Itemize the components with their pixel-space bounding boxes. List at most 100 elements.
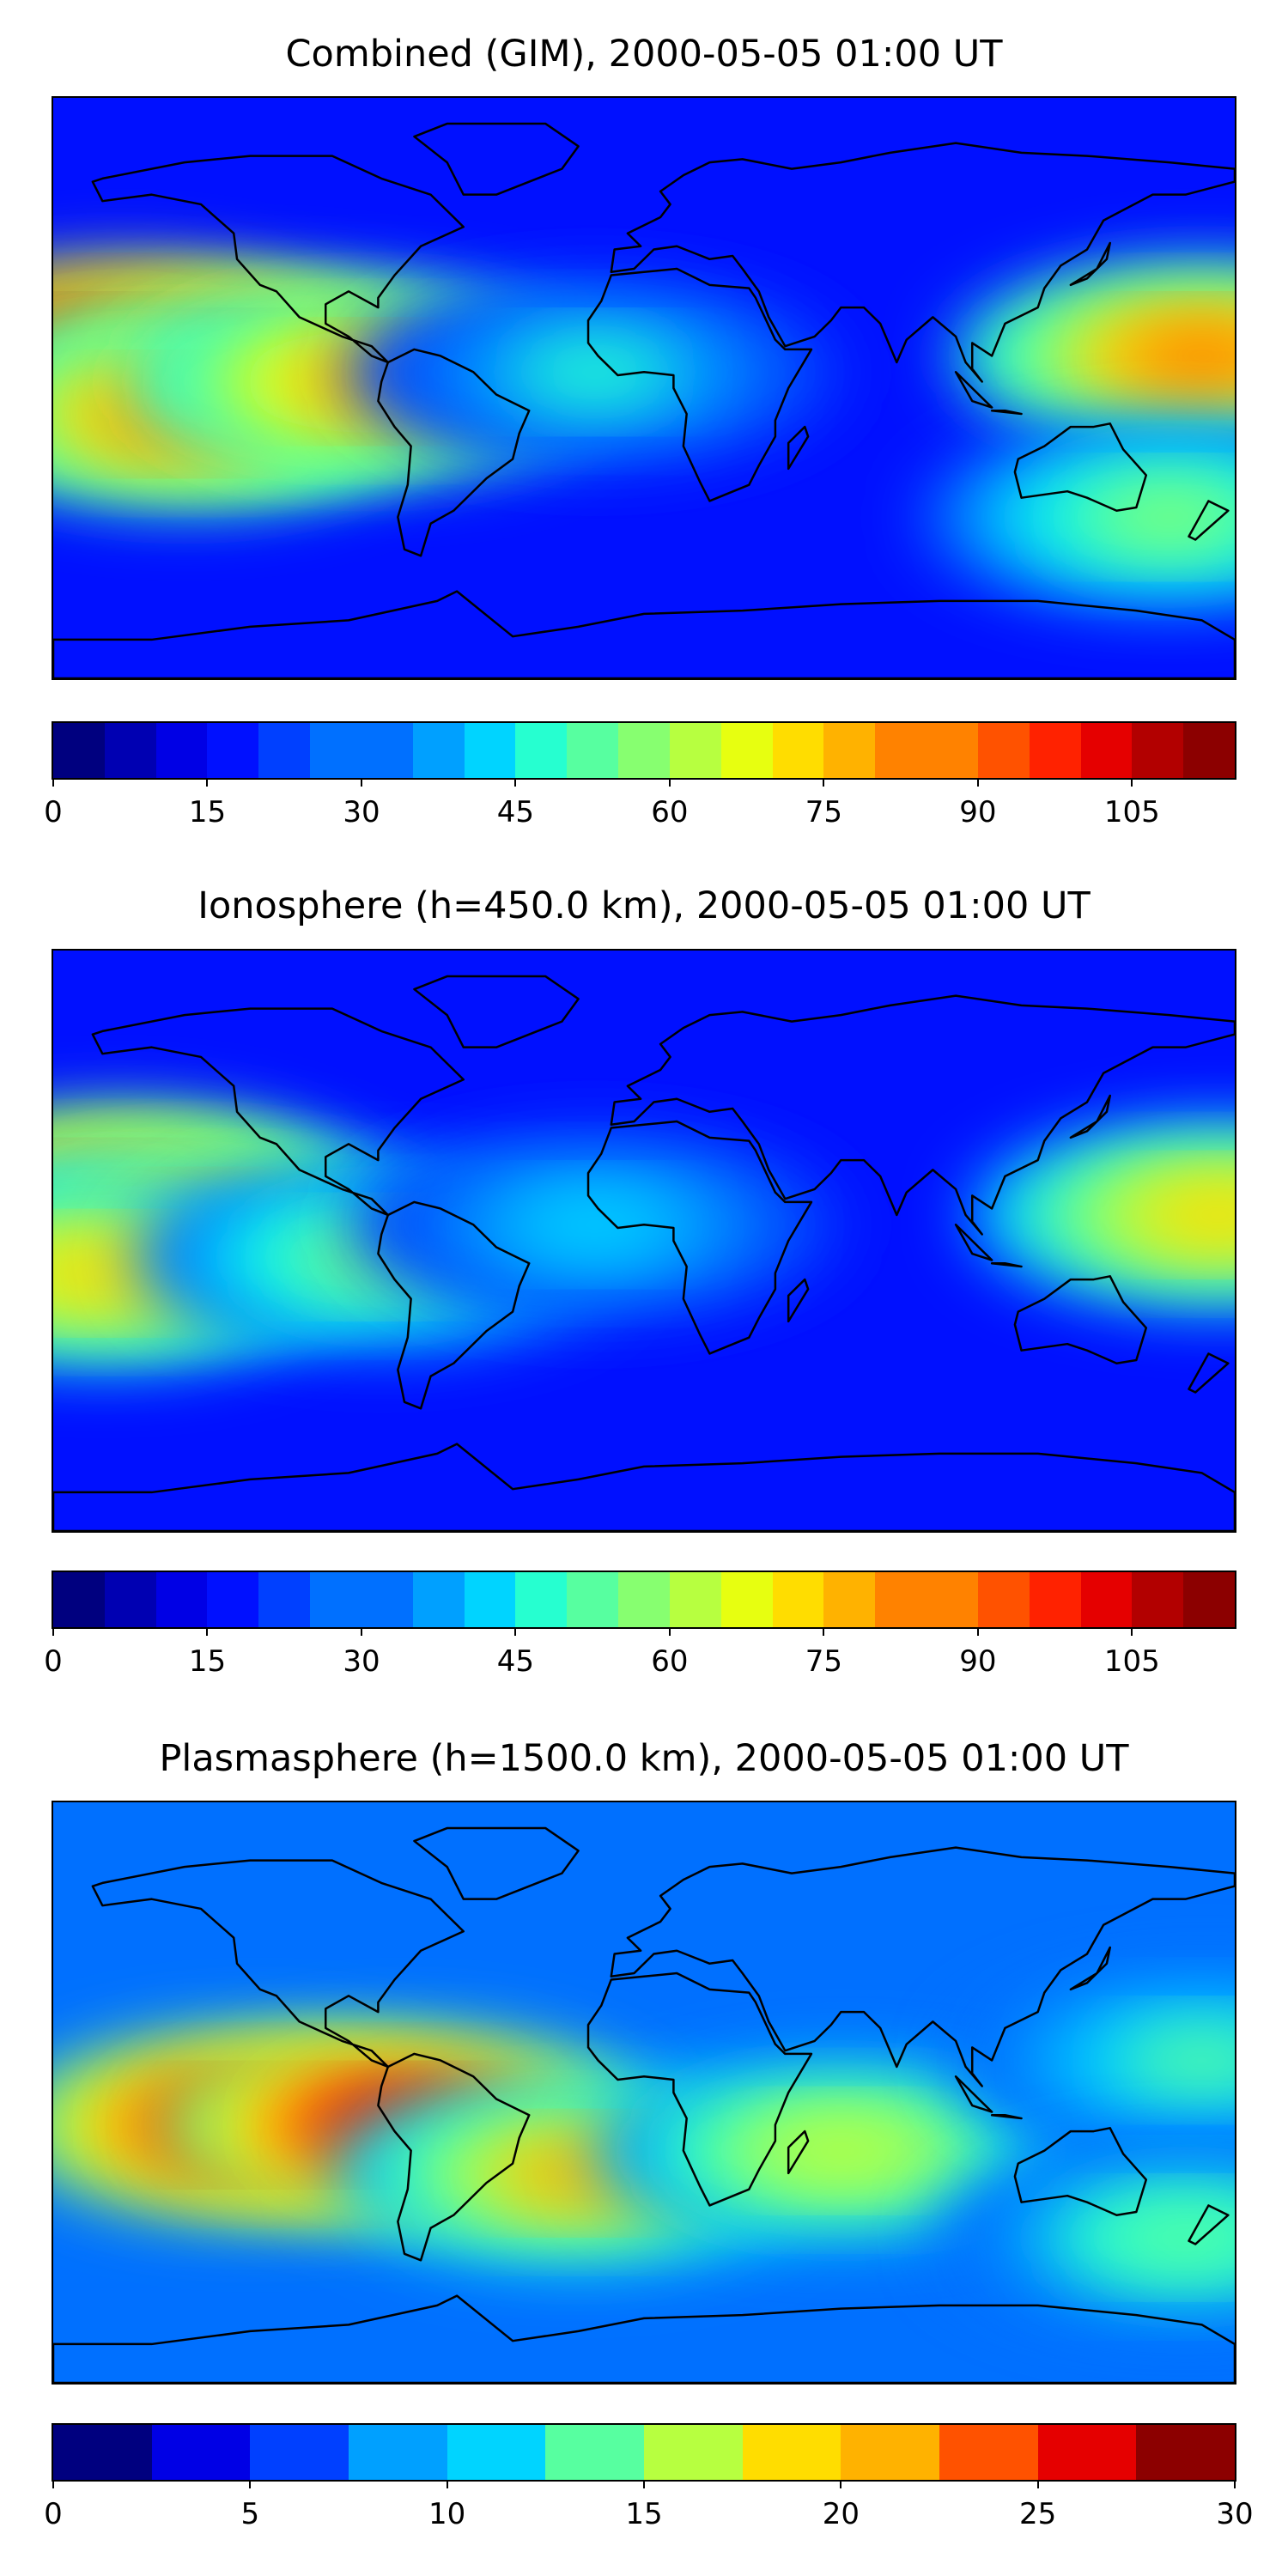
colorbar-tick-label: 0 <box>44 2497 63 2531</box>
colorbar-segment <box>53 723 105 778</box>
colorbar-segment <box>772 723 824 778</box>
colorbar-tick <box>976 778 979 787</box>
colorbar <box>52 721 1236 780</box>
coastline <box>586 1120 813 1355</box>
colorbar-segment <box>258 723 311 778</box>
coastline <box>413 975 580 1048</box>
tec-feature-africa-west <box>513 339 677 404</box>
colorbar-tick <box>514 1627 517 1636</box>
colorbar-segment <box>567 1572 619 1627</box>
coastline <box>1013 1275 1148 1364</box>
colorbar-tick-label: 5 <box>240 2497 260 2531</box>
map-svg <box>53 1802 1235 2383</box>
colorbar-tick-label: 60 <box>651 1644 689 1679</box>
colorbar-tick <box>446 2480 448 2488</box>
colorbar-tick-label: 75 <box>805 795 843 829</box>
colorbar-tick-label: 0 <box>44 795 63 829</box>
coastline <box>1069 241 1112 287</box>
coastline <box>990 2114 1023 2120</box>
colorbar-segment <box>361 1572 413 1627</box>
coastline <box>377 2052 531 2262</box>
colorbar-segment <box>841 2425 940 2480</box>
coastline <box>1188 1352 1230 1394</box>
colorbar-ticks: 0 15 30 45 60 75 90 105 <box>44 1627 1236 1679</box>
coastline <box>91 1007 465 1217</box>
colorbar-segment <box>1132 723 1184 778</box>
tec-feature-west-pacific <box>1120 323 1235 388</box>
coastline <box>610 142 1235 383</box>
colorbar-tick <box>643 2480 645 2488</box>
colorbar-tick-label: 15 <box>625 2497 663 2531</box>
colorbar-segment <box>618 1572 670 1627</box>
colorbar-segment <box>927 723 978 778</box>
coastline <box>1188 500 1230 541</box>
coastline <box>53 2294 1235 2383</box>
coastline <box>787 425 810 471</box>
colorbar-tick-label: 25 <box>1019 2497 1057 2531</box>
tec-feature-australia-south <box>1087 484 1235 550</box>
coastline <box>1013 2127 1148 2216</box>
colorbar-tick-label: 60 <box>651 795 689 829</box>
tec-feature-west-pacific <box>1136 1182 1235 1248</box>
colorbar-segment <box>939 2425 1038 2480</box>
colorbar-segment <box>977 723 1030 778</box>
colorbar-tick <box>823 1627 825 1636</box>
coastline <box>53 1443 1235 1531</box>
colorbar-tick <box>206 778 209 787</box>
colorbar-tick <box>1131 1627 1133 1636</box>
tec-map-ionosphere <box>52 949 1236 1533</box>
colorbar-tick <box>360 1627 362 1636</box>
colorbar-segment <box>412 1572 465 1627</box>
coastline <box>91 155 465 364</box>
tec-map-plasmasphere <box>52 1801 1236 2385</box>
colorbar-tick <box>52 1627 54 1636</box>
colorbar-tick-label: 20 <box>822 2497 860 2531</box>
colorbar <box>52 1571 1236 1629</box>
colorbar-segment <box>669 1572 721 1627</box>
colorbar-segment <box>823 1572 876 1627</box>
coastline <box>990 410 1023 416</box>
colorbar-segment <box>1183 723 1235 778</box>
colorbar-segment <box>1136 2425 1235 2480</box>
colorbar-tick-label: 105 <box>1103 795 1160 829</box>
colorbar-segment <box>1029 723 1081 778</box>
colorbar-segment <box>927 1572 978 1627</box>
ionosphere-panel: Ionosphere (h=450.0 km), 2000-05-05 01:0… <box>44 884 1236 1679</box>
tec-feature-west-pacific <box>1120 2027 1235 2093</box>
colorbar-segment <box>618 723 670 778</box>
colorbar-tick <box>823 778 825 787</box>
colorbar-segment <box>1183 1572 1235 1627</box>
tec-feature-australia-south <box>1103 2205 1235 2270</box>
colorbar-segment <box>412 723 465 778</box>
colorbar-segment <box>464 1572 516 1627</box>
coastline <box>1069 1094 1112 1139</box>
tec-map-combined <box>52 96 1236 680</box>
colorbar-tick-label: 15 <box>188 1644 227 1679</box>
colorbar-ticks: 0 15 30 45 60 75 90 105 <box>44 778 1236 829</box>
colorbar-tick-label: 0 <box>44 1644 63 1679</box>
colorbar-segment <box>669 723 721 778</box>
colorbar-segment <box>1080 1572 1133 1627</box>
colorbar-segment <box>155 1572 208 1627</box>
colorbar-segment <box>1080 723 1133 778</box>
colorbar-tick-label: 15 <box>188 795 227 829</box>
colorbar-tick <box>52 2480 54 2488</box>
colorbar-segment <box>53 2425 152 2480</box>
colorbar-tick <box>1036 2480 1039 2488</box>
colorbar-segment <box>720 723 773 778</box>
coastline <box>53 590 1235 678</box>
coastline <box>787 1278 810 1323</box>
colorbar-tick <box>249 2480 252 2488</box>
colorbar-segment <box>742 2425 841 2480</box>
colorbar-segment <box>207 723 259 778</box>
colorbar-tick <box>206 1627 209 1636</box>
colorbar-segment <box>875 723 927 778</box>
colorbar-segment <box>349 2425 447 2480</box>
colorbar-tick <box>840 2480 842 2488</box>
map-svg <box>53 951 1235 1531</box>
tec-feature-indian-ocean <box>759 2118 923 2184</box>
chart-title: Ionosphere (h=450.0 km), 2000-05-05 01:0… <box>197 884 1091 927</box>
colorbar-segment <box>1029 1572 1081 1627</box>
colorbar-segment <box>104 1572 156 1627</box>
